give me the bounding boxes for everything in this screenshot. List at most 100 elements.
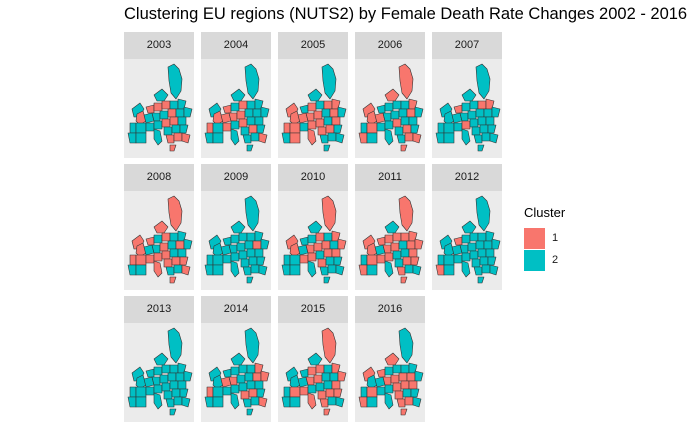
region-cluster-2 [467,242,477,252]
region-cluster-2 [256,256,266,266]
region-cluster-2 [135,396,147,408]
region-cluster-1 [392,382,402,392]
facet-strip-label: 2003 [124,32,194,59]
region-cluster-1 [323,408,331,416]
region-cluster-2 [335,264,345,276]
region-cluster-2 [384,392,394,410]
region-cluster-2 [453,254,463,264]
eu-nuts2-map [204,327,270,416]
region-cluster-2 [242,134,252,144]
region-cluster-2 [384,220,400,234]
region-cluster-2 [400,116,410,126]
region-cluster-2 [475,195,491,232]
legend-key-cluster-1 [524,228,545,249]
map-panel [278,323,348,422]
region-cluster-2 [410,388,420,398]
region-cluster-2 [319,266,329,276]
region-cluster-2 [250,264,260,274]
region-cluster-2 [230,384,240,394]
legend-key-cluster-2 [524,250,545,271]
region-cluster-1 [222,122,232,132]
region-cluster-2 [183,238,193,250]
region-cluster-2 [323,232,333,242]
region-cluster-2 [414,370,424,382]
region-cluster-2 [238,364,248,374]
region-cluster-2 [281,132,291,144]
region-cluster-1 [161,100,171,110]
region-cluster-2 [315,382,325,392]
region-cluster-1 [206,386,214,398]
region-cluster-2 [238,232,248,242]
region-cluster-2 [461,128,471,146]
region-cluster-2 [256,124,266,134]
region-cluster-1 [260,370,270,382]
region-cluster-1 [313,374,323,384]
region-cluster-1 [412,132,422,144]
region-cluster-1 [406,108,416,118]
map-panel [432,191,502,290]
region-cluster-2 [394,126,404,136]
region-cluster-2 [163,126,173,136]
region-cluster-2 [323,380,333,390]
region-cluster-2 [443,122,455,134]
region-cluster-2 [402,388,412,398]
region-cluster-1 [414,238,424,250]
region-cluster-1 [323,248,333,258]
region-cluster-2 [281,396,291,408]
region-cluster-2 [242,398,252,408]
region-cluster-2 [398,327,414,364]
region-cluster-1 [404,132,414,142]
region-cluster-2 [165,266,175,276]
map-panel [124,323,194,422]
region-cluster-2 [398,108,408,118]
region-cluster-1 [376,236,386,246]
facet-strip-label: 2011 [355,164,425,191]
region-cluster-2 [244,327,260,364]
region-cluster-2 [481,264,491,274]
region-cluster-1 [384,352,400,366]
region-cluster-1 [135,254,147,266]
region-cluster-2 [171,388,181,398]
region-cluster-1 [406,240,416,250]
region-cluster-2 [163,390,173,400]
region-cluster-2 [204,264,214,276]
region-cluster-2 [390,110,400,120]
region-cluster-2 [250,396,260,406]
region-cluster-2 [299,368,309,378]
region-cluster-2 [485,116,495,126]
facet-2014: 2014 [201,296,271,422]
region-cluster-2 [469,100,479,110]
map-panel [124,59,194,158]
region-cluster-1 [179,256,189,266]
region-cluster-2 [392,250,402,260]
region-cluster-2 [323,144,331,152]
region-cluster-1 [400,276,408,284]
facet-2003: 2003 [124,32,194,158]
region-cluster-2 [307,220,323,234]
eu-nuts2-map [358,327,424,416]
region-cluster-2 [461,220,477,234]
region-cluster-2 [366,264,378,276]
region-cluster-2 [461,252,471,262]
region-cluster-2 [240,258,250,268]
region-cluster-2 [414,106,424,118]
region-cluster-2 [333,124,343,134]
region-cluster-2 [299,236,309,246]
region-cluster-1 [153,252,163,262]
region-cluster-1 [400,232,410,242]
region-cluster-1 [145,236,155,246]
map-panel [355,59,425,158]
region-cluster-2 [244,108,254,118]
region-cluster-2 [135,264,147,276]
legend-label-cluster-2: 2 [552,254,559,266]
region-cluster-2 [489,264,499,276]
region-cluster-1 [396,266,406,276]
map-panel [201,59,271,158]
region-cluster-2 [175,372,185,382]
region-cluster-2 [153,128,163,146]
region-cluster-2 [483,108,493,118]
region-cluster-2 [127,396,137,408]
region-cluster-2 [135,132,147,144]
region-cluster-1 [307,102,317,112]
region-cluster-2 [246,380,256,390]
